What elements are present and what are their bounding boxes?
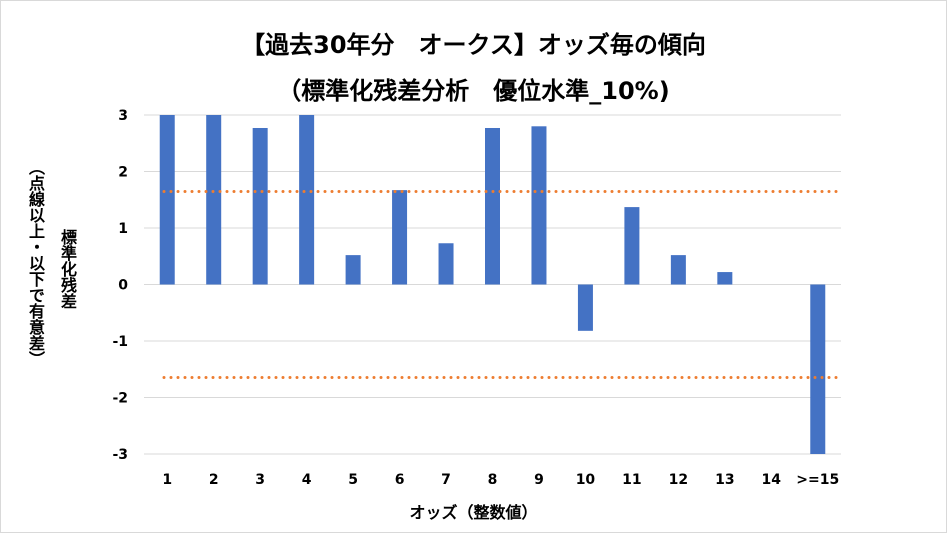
x-tick-label: 12: [669, 472, 688, 488]
bar-13: [717, 272, 733, 285]
x-tick-label: 4: [302, 472, 312, 488]
bar-12: [670, 255, 686, 285]
bar-9: [531, 126, 547, 285]
bar-6: [392, 190, 408, 285]
bar-2: [206, 115, 222, 285]
y-tick-label: -2: [112, 391, 128, 407]
x-tick-label: 1: [162, 472, 172, 488]
y-axis-label: 標準化残差: [58, 229, 77, 309]
y-tick-label: -3: [112, 447, 128, 463]
bar-1: [159, 115, 175, 285]
y-tick-label: 1: [118, 221, 128, 237]
x-tick-label: 14: [762, 472, 782, 488]
x-tick-label: >=15: [796, 472, 839, 488]
x-tick-label: 8: [488, 472, 498, 488]
x-axis-label: オッズ（整数値）: [409, 503, 538, 522]
x-tick-label: 11: [622, 472, 641, 488]
bar-3: [252, 127, 268, 285]
x-tick-label: 13: [715, 472, 734, 488]
bar->=15: [810, 284, 826, 454]
x-tick-label: 10: [576, 472, 596, 488]
chart-title: 【過去30年分 オークス】オッズ毎の傾向: [241, 31, 706, 59]
x-tick-label: 5: [348, 472, 358, 488]
bar-11: [624, 207, 640, 285]
y-tick-label: 2: [118, 165, 128, 181]
x-tick-label: 9: [534, 472, 544, 488]
y-tick-label: 0: [118, 278, 128, 294]
y-tick-label: -1: [112, 334, 128, 350]
bar-10: [577, 284, 593, 331]
y-tick-label: 3: [118, 108, 128, 124]
bar-5: [345, 255, 361, 285]
x-tick-label: 6: [395, 472, 405, 488]
x-tick-label: 7: [441, 472, 451, 488]
bar-4: [299, 115, 315, 285]
bar-7: [438, 243, 454, 285]
x-tick-label: 3: [255, 472, 265, 488]
bar-8: [485, 127, 500, 285]
y-axis-note: （点線以上・以下で有意差）: [26, 159, 45, 367]
x-tick-label: 2: [209, 472, 219, 488]
chart-subtitle: （標準化残差分析 優位水準_10%): [277, 77, 670, 105]
